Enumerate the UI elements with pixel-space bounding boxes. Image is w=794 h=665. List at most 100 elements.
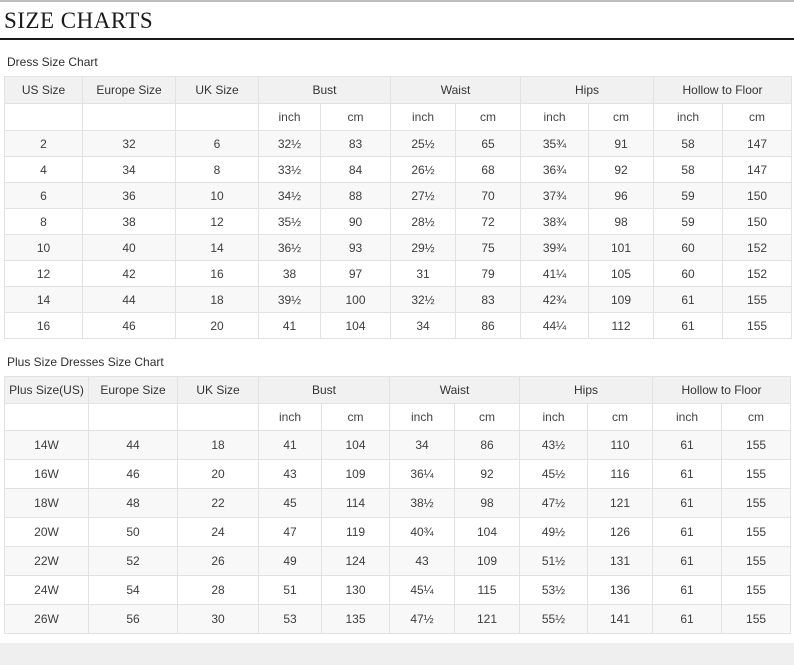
measurement-cell: 42 bbox=[82, 260, 176, 287]
measurement-cell: 152 bbox=[722, 260, 793, 287]
unit-cm: cm bbox=[454, 403, 521, 431]
col-header-plus-size-us: Plus Size(US) bbox=[4, 376, 89, 404]
measurement-cell: 33½ bbox=[258, 156, 321, 183]
dress-size-chart-caption: Dress Size Chart bbox=[7, 55, 98, 69]
measurement-cell: 61 bbox=[652, 430, 723, 460]
unit-inch: inch bbox=[258, 403, 322, 431]
table-row: 14 44 18 39½ 100 32½ 83 42¾ 109 61 155 bbox=[4, 286, 793, 313]
measurement-cell: 36¾ bbox=[520, 156, 590, 183]
measurement-cell: 58 bbox=[653, 130, 724, 157]
measurement-cell: 39½ bbox=[258, 286, 321, 313]
measurement-cell: 83 bbox=[455, 286, 522, 313]
measurement-cell: 31 bbox=[390, 260, 457, 287]
measurement-cell: 32½ bbox=[390, 286, 457, 313]
measurement-cell: 34 bbox=[390, 312, 457, 339]
measurement-cell: 98 bbox=[454, 488, 521, 518]
col-header-waist: Waist bbox=[390, 76, 522, 104]
empty-header-cell bbox=[82, 103, 176, 131]
measurement-cell: 59 bbox=[653, 182, 724, 209]
table-row: 16W 46 20 43 109 36¼ 92 45½ 116 61 155 bbox=[4, 459, 792, 489]
unit-inch: inch bbox=[520, 103, 590, 131]
measurement-cell: 42¾ bbox=[520, 286, 590, 313]
size-cell: 6 bbox=[4, 182, 83, 209]
measurement-cell: 155 bbox=[721, 604, 792, 634]
size-cell: 26W bbox=[4, 604, 89, 634]
measurement-cell: 46 bbox=[88, 459, 178, 489]
measurement-cell: 48 bbox=[88, 488, 178, 518]
measurement-cell: 16 bbox=[175, 260, 259, 287]
measurement-cell: 14 bbox=[175, 234, 259, 261]
dress-size-table-body: 2 32 6 32½ 83 25½ 65 35¾ 91 58 147 4 34 8 33½ 84 26½ 68 36… bbox=[4, 130, 793, 339]
unit-cm: cm bbox=[722, 103, 793, 131]
empty-header-cell bbox=[177, 403, 259, 431]
measurement-cell: 147 bbox=[722, 156, 793, 183]
col-header-uk-size: UK Size bbox=[175, 76, 259, 104]
measurement-cell: 41 bbox=[258, 312, 321, 339]
measurement-cell: 93 bbox=[319, 234, 392, 261]
table-row: 22W 52 26 49 124 43 109 51½ 131 61 155 bbox=[4, 546, 792, 576]
measurement-cell: 55½ bbox=[519, 604, 589, 634]
measurement-cell: 52 bbox=[88, 546, 178, 576]
unit-header-row: inch cm inch cm inch cm inch cm bbox=[4, 103, 793, 131]
measurement-cell: 110 bbox=[587, 430, 654, 460]
measurement-cell: 36 bbox=[82, 182, 176, 209]
measurement-cell: 39¾ bbox=[520, 234, 590, 261]
measurement-cell: 121 bbox=[454, 604, 521, 634]
measurement-cell: 72 bbox=[455, 208, 522, 235]
table-row: 8 38 12 35½ 90 28½ 72 38¾ 98 59 150 bbox=[4, 208, 793, 235]
measurement-cell: 53 bbox=[258, 604, 322, 634]
measurement-cell: 121 bbox=[587, 488, 654, 518]
table-row: 26W 56 30 53 135 47½ 121 55½ 141 61 155 bbox=[4, 604, 792, 634]
measurement-cell: 46 bbox=[82, 312, 176, 339]
unit-cm: cm bbox=[588, 103, 655, 131]
measurement-cell: 56 bbox=[88, 604, 178, 634]
unit-cm: cm bbox=[721, 403, 792, 431]
measurement-cell: 155 bbox=[721, 546, 792, 576]
measurement-cell: 43½ bbox=[519, 430, 589, 460]
measurement-cell: 155 bbox=[722, 312, 793, 339]
measurement-cell: 34 bbox=[389, 430, 456, 460]
unit-inch: inch bbox=[653, 103, 724, 131]
col-header-bust: Bust bbox=[257, 76, 392, 104]
top-divider bbox=[0, 0, 794, 2]
measurement-cell: 155 bbox=[722, 286, 793, 313]
measurement-cell: 141 bbox=[587, 604, 654, 634]
measurement-cell: 116 bbox=[587, 459, 654, 489]
measurement-cell: 44¼ bbox=[520, 312, 590, 339]
measurement-cell: 45¼ bbox=[389, 575, 456, 605]
measurement-cell: 28½ bbox=[390, 208, 457, 235]
plus-size-table-body: 14W 44 18 41 104 34 86 43½ 110 61 155 16W 46 20 43 109 3… bbox=[4, 430, 792, 634]
measurement-cell: 86 bbox=[454, 430, 521, 460]
measurement-cell: 59 bbox=[653, 208, 724, 235]
measurement-cell: 29½ bbox=[390, 234, 457, 261]
table-row: 16 46 20 41 104 34 86 44¼ 112 61 155 bbox=[4, 312, 793, 339]
measurement-cell: 53½ bbox=[519, 575, 589, 605]
col-header-bust: Bust bbox=[257, 376, 391, 404]
measurement-cell: 92 bbox=[588, 156, 655, 183]
unit-header-row: inch cm inch cm inch cm inch cm bbox=[4, 403, 792, 431]
measurement-cell: 34½ bbox=[258, 182, 321, 209]
measurement-cell: 20 bbox=[177, 459, 259, 489]
measurement-cell: 61 bbox=[653, 286, 724, 313]
measurement-cell: 114 bbox=[320, 488, 391, 518]
measurement-cell: 90 bbox=[319, 208, 392, 235]
size-cell: 4 bbox=[4, 156, 83, 183]
measurement-cell: 40 bbox=[82, 234, 176, 261]
measurement-cell: 104 bbox=[319, 312, 392, 339]
measurement-cell: 12 bbox=[175, 208, 259, 235]
measurement-cell: 24 bbox=[177, 517, 259, 547]
size-cell: 14 bbox=[4, 286, 83, 313]
measurement-cell: 152 bbox=[722, 234, 793, 261]
measurement-cell: 44 bbox=[82, 286, 176, 313]
unit-inch: inch bbox=[258, 103, 321, 131]
measurement-cell: 36¼ bbox=[389, 459, 456, 489]
measurement-cell: 27½ bbox=[390, 182, 457, 209]
measurement-cell: 35¾ bbox=[520, 130, 590, 157]
measurement-cell: 88 bbox=[319, 182, 392, 209]
measurement-cell: 100 bbox=[319, 286, 392, 313]
measurement-cell: 34 bbox=[82, 156, 176, 183]
measurement-cell: 61 bbox=[652, 604, 723, 634]
measurement-cell: 60 bbox=[653, 234, 724, 261]
measurement-cell: 47½ bbox=[519, 488, 589, 518]
col-header-hollow-to-floor: Hollow to Floor bbox=[652, 376, 792, 404]
